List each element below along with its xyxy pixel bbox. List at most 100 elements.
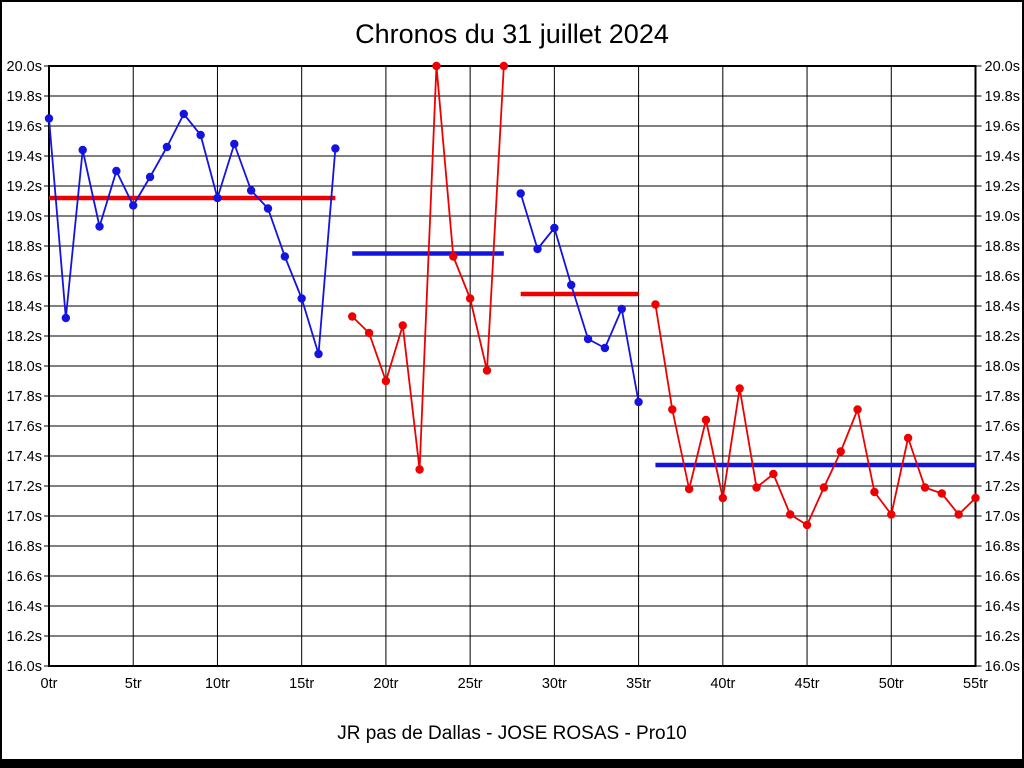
data-point-marker [718, 493, 728, 503]
y-axis-label-left: 17.0s [7, 509, 42, 525]
y-axis-label-right: 19.2s [985, 179, 1020, 195]
data-point-marker [297, 294, 306, 303]
y-axis-label-right: 18.6s [985, 269, 1020, 285]
data-point-marker [196, 130, 205, 140]
data-point-marker [819, 483, 829, 492]
y-axis-label-left: 16.8s [7, 539, 42, 555]
series-line [654, 304, 977, 526]
y-axis-label-right: 20.0s [985, 59, 1020, 75]
data-point-marker [263, 204, 273, 213]
y-axis-label-right: 16.8s [985, 539, 1020, 555]
chart-title: Chronos du 31 juillet 2024 [355, 19, 669, 49]
y-axis-label-right: 19.0s [985, 209, 1020, 225]
y-axis-label-right: 16.2s [985, 629, 1020, 645]
y-axis-label-left: 17.8s [7, 389, 42, 405]
data-point-marker [668, 405, 677, 414]
x-axis-label: 10tr [205, 676, 230, 692]
data-point-marker [550, 223, 559, 233]
data-point-marker [145, 172, 155, 182]
data-point-marker [735, 384, 744, 393]
x-axis-label: 40tr [710, 676, 735, 692]
data-point-marker [162, 142, 172, 152]
data-point-marker [617, 304, 626, 314]
data-point-marker [213, 193, 222, 203]
y-axis-label-left: 17.6s [7, 419, 42, 435]
data-point-marker [651, 300, 660, 309]
x-axis-label: 25tr [458, 676, 483, 692]
data-point-marker [887, 510, 896, 519]
data-point-marker [246, 186, 256, 195]
y-axis-label-right: 19.6s [985, 119, 1020, 135]
x-axis-label: 5tr [125, 676, 142, 692]
x-axis-label: 0tr [41, 676, 58, 692]
data-point-marker [836, 447, 845, 456]
y-axis-label-left: 16.6s [7, 569, 42, 585]
data-point-marker [44, 114, 54, 123]
y-axis-label-left: 17.2s [7, 479, 42, 495]
y-axis-label-right: 17.0s [985, 509, 1020, 525]
y-axis-label-left: 16.2s [7, 629, 42, 645]
data-point-marker [449, 252, 458, 261]
y-axis-label-right: 17.4s [985, 449, 1020, 465]
x-axis-label: 15tr [289, 676, 314, 692]
y-axis-label-left: 18.6s [7, 269, 42, 285]
data-point-marker [786, 510, 795, 519]
data-point-marker [684, 484, 694, 494]
data-point-marker [516, 189, 525, 198]
y-axis-label-left: 19.6s [7, 119, 42, 135]
data-point-marker [381, 376, 391, 386]
y-axis-label-right: 17.6s [985, 419, 1020, 435]
data-point-marker [95, 222, 104, 231]
y-axis-label-right: 16.4s [985, 599, 1020, 615]
data-point-marker [61, 313, 71, 323]
data-point-marker [701, 415, 711, 425]
y-axis-label-right: 16.0s [985, 659, 1020, 675]
data-point-marker [583, 334, 593, 344]
y-axis-label-left: 17.4s [7, 449, 42, 465]
data-point-marker [432, 61, 441, 71]
y-axis-label-right: 18.0s [985, 359, 1020, 375]
chart-footer: JR pas de Dallas - JOSE ROSAS - Pro10 [337, 723, 687, 744]
data-point-marker [769, 469, 778, 479]
y-axis-label-left: 19.8s [7, 89, 42, 105]
data-point-marker [112, 166, 121, 176]
data-point-marker [179, 109, 188, 119]
y-axis-label-left: 19.4s [7, 149, 42, 165]
data-point-marker [78, 145, 87, 155]
y-axis-label-right: 17.2s [985, 479, 1020, 495]
data-point-marker [314, 349, 323, 359]
data-point-marker [567, 280, 576, 290]
data-point-marker [853, 405, 862, 414]
data-point-marker [937, 489, 947, 498]
data-point-marker [802, 520, 812, 530]
data-point-marker [634, 397, 643, 407]
plot-border [48, 65, 977, 667]
y-axis-label-left: 18.2s [7, 329, 42, 345]
data-point-marker [415, 465, 424, 474]
y-axis-label-left: 16.4s [7, 599, 42, 615]
data-point-marker [465, 294, 475, 303]
data-point-marker [870, 487, 879, 497]
y-axis-label-left: 18.0s [7, 359, 42, 375]
y-axis-label-left: 19.0s [7, 209, 42, 225]
data-point-marker [920, 483, 930, 492]
series-line [351, 65, 505, 471]
x-axis-label: 45tr [795, 676, 820, 692]
data-point-marker [903, 433, 913, 443]
data-point-marker [398, 321, 407, 330]
data-point-marker [752, 483, 761, 492]
y-axis-label-left: 19.2s [7, 179, 42, 195]
x-axis-label: 35tr [626, 676, 651, 692]
series-line [519, 193, 640, 403]
y-axis-label-right: 17.8s [985, 389, 1020, 405]
data-point-marker [499, 61, 509, 71]
data-point-marker [129, 201, 138, 210]
x-axis-label: 55tr [963, 676, 988, 692]
x-axis-label: 50tr [879, 676, 904, 692]
data-point-marker [482, 366, 492, 375]
y-axis-label-right: 18.8s [985, 239, 1020, 255]
data-point-marker [954, 510, 963, 519]
x-axis-label: 20tr [373, 676, 398, 692]
series-line [48, 113, 337, 355]
